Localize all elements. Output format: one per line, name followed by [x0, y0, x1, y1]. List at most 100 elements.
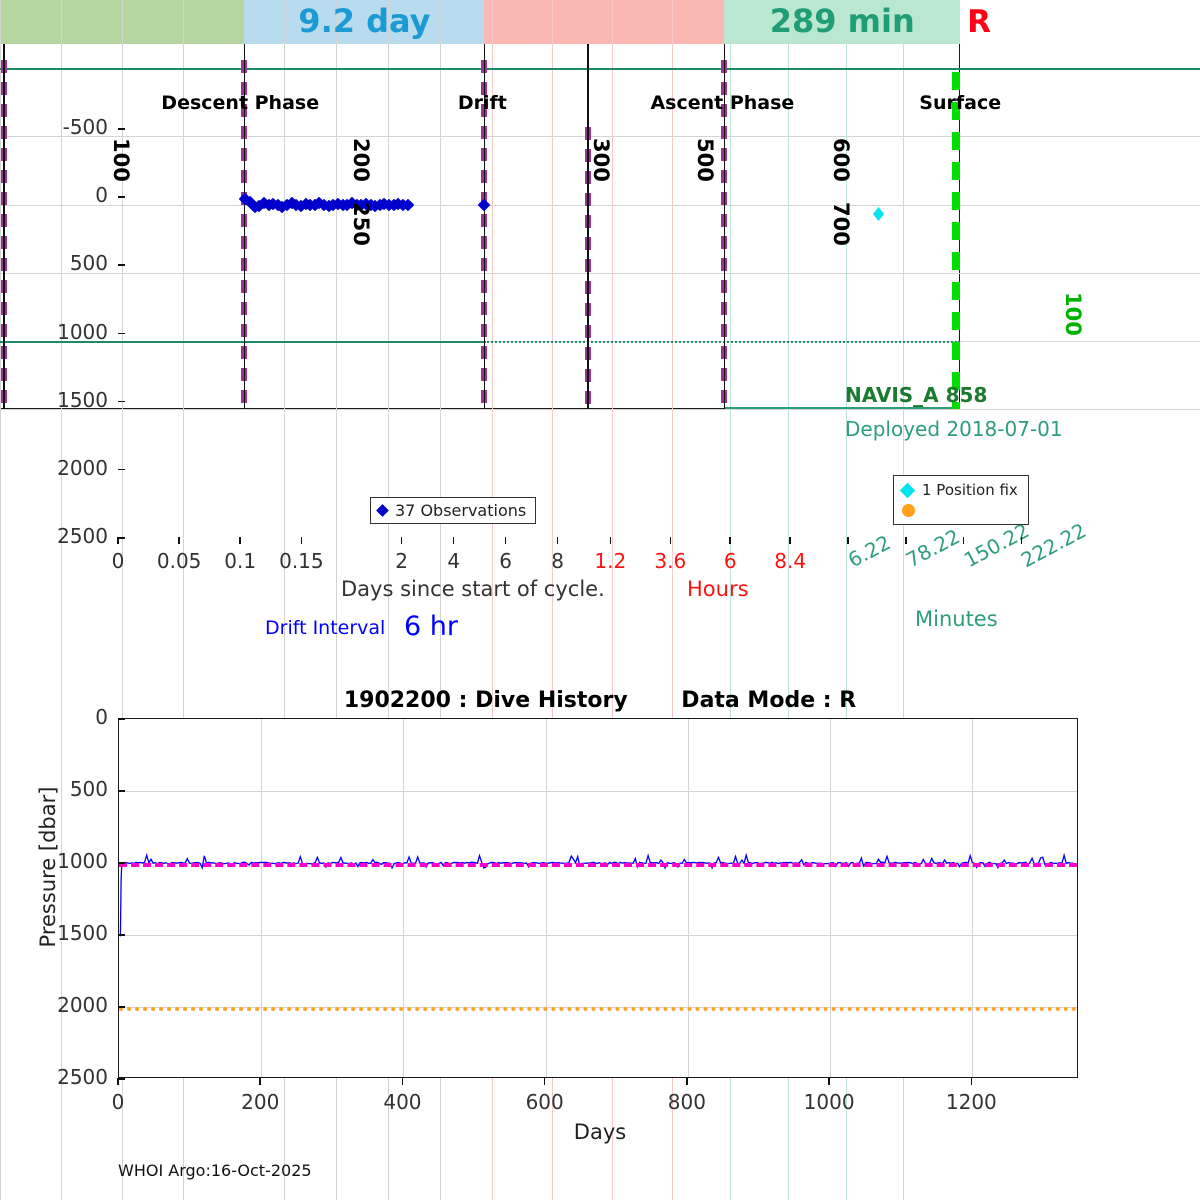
x-tick-label--7: 8 [551, 549, 565, 573]
x-tick-mark-red-0 [609, 537, 612, 544]
x-tick-label--1: 0.05 [156, 549, 202, 573]
gridline-v-day-5 [335, 0, 337, 1200]
gridline-v-min-3 [903, 0, 905, 1200]
gridline-v-day-0 [0, 0, 1, 1200]
dive-history-plot-inner [119, 719, 1077, 1077]
diamond-cyan-icon [899, 482, 916, 498]
x-tick-label--2: 0.1 [224, 549, 257, 573]
dive-x-tick-mark-1000 [828, 1078, 830, 1085]
reference-line-0dbar [0, 68, 1200, 71]
dive-gridline-v-600 [545, 719, 547, 1077]
x-tick-mark--6 [504, 537, 507, 544]
position-fix-marker [873, 207, 884, 221]
observations-legend-label: 37 Observations [395, 501, 527, 520]
x-tick-mark-red-1 [669, 537, 672, 544]
gridline-v-min-1 [787, 0, 789, 1200]
dive-y-tick-mark-1000 [118, 862, 125, 864]
dive-y-tick-label-2500: 2500 [57, 1065, 108, 1089]
y-tick-mark-500 [118, 264, 125, 266]
dive-history-plot [118, 718, 1078, 1078]
x-tick-mark--7 [556, 537, 559, 544]
dive-x-tick-label-400: 400 [383, 1090, 422, 1114]
dive-gridline-v-400 [403, 719, 405, 1077]
dive-x-tick-label-200: 200 [241, 1090, 280, 1114]
x-tick-mark--4 [400, 537, 403, 544]
gridline-v-hour-2 [612, 0, 614, 1200]
x-tick-label--0: 0 [111, 549, 125, 573]
dive-history-trace [119, 852, 1076, 937]
dive-x-tick-label-1000: 1000 [803, 1090, 855, 1114]
dive-x-tick-mark-400 [401, 1078, 404, 1085]
dive-y-tick-mark-500 [118, 790, 125, 792]
event-line-black-2 [483, 44, 486, 409]
gridline-v-hour-1 [552, 0, 554, 1200]
band-value-9-2-day: 9.2 day [298, 2, 431, 40]
dive-y-tick-label-1500: 1500 [57, 921, 108, 945]
gridline-v-day-6 [387, 0, 389, 1200]
dive-x-tick-label-1200: 1200 [945, 1090, 997, 1114]
x-axis-label-days-bottom: Days [573, 1120, 627, 1144]
x-axis-label-minutes: Minutes [915, 607, 998, 631]
observation-point [478, 198, 491, 211]
x-tick-mark-green-1 [905, 537, 907, 544]
dive-gridline-v-200 [261, 719, 263, 1077]
gridline-v-min-2 [845, 0, 847, 1200]
float-deployed-label: Deployed 2018-07-01 [845, 417, 1063, 441]
y-tick-mark--500 [118, 128, 125, 130]
event-line-black-1 [243, 44, 246, 409]
dive-gridline-h-1500 [119, 935, 1077, 936]
gridline-v-hour-3 [672, 0, 674, 1200]
x-tick-label--6: 6 [499, 549, 512, 573]
diamond-blue-icon [376, 504, 389, 517]
y-tick-label-2000: 2000 [57, 455, 108, 480]
band-value-289-min: 289 min [769, 2, 915, 40]
y-tick-mark-2000 [118, 468, 125, 471]
observations-legend: 37 Observations [370, 497, 537, 524]
gridline-v-day-4 [283, 0, 285, 1200]
x-tick-label-red-1: 3.6 [654, 549, 687, 573]
dive-x-tick-mark-0 [117, 1078, 119, 1085]
x-tick-mark--3 [300, 537, 303, 544]
x-tick-label--5: 4 [447, 549, 461, 573]
gridline-v-day-2 [122, 0, 124, 1200]
x-tick-label-red-2: 6 [723, 549, 737, 573]
gridline-v-day-1 [61, 0, 63, 1200]
x-tick-mark-green-2 [962, 537, 965, 544]
phase-header-descent-phase: Descent Phase [161, 92, 320, 114]
dive-y-tick-label-0: 0 [95, 705, 108, 729]
y-tick-mark-1000 [118, 332, 125, 334]
event-code-label-0: 100 [109, 137, 134, 182]
dive-gridline-v-800 [687, 719, 689, 1077]
x-axis-label-hours: Hours [687, 577, 749, 601]
x-tick-mark--2 [239, 537, 241, 544]
dive-history-title: 1902200 : Dive History Data Mode : R [343, 688, 857, 713]
gridline-h-1000 [0, 204, 1200, 206]
y-tick-label-1500: 1500 [57, 387, 108, 412]
y-tick-mark-0 [118, 196, 125, 198]
y-tick-mark-2500 [118, 537, 125, 539]
x-tick-mark--1 [178, 537, 180, 544]
dive-x-tick-mark-800 [686, 1078, 688, 1085]
dive-x-tick-label-0: 0 [111, 1090, 125, 1114]
dive-x-tick-mark-200 [259, 1078, 261, 1085]
dive-gridline-v-1000 [830, 719, 832, 1077]
dive-x-tick-mark-1200 [970, 1078, 973, 1085]
x-tick-mark-red-3 [789, 537, 791, 544]
event-line-black-0 [3, 44, 5, 409]
position-fix-legend-label: 1 Position fix [922, 481, 1018, 499]
x-tick-mark-red-2 [729, 537, 731, 544]
dive-x-tick-label-800: 800 [667, 1090, 706, 1114]
x-tick-mark--0 [117, 537, 119, 544]
position-fix-legend: 1 Position fix [893, 475, 1029, 525]
x-axis-label-days: Days since start of cycle. [341, 577, 605, 601]
event-line-black-3 [587, 44, 589, 409]
dive-y-tick-mark-1500 [118, 934, 125, 936]
y-tick-label-1000: 1000 [57, 319, 108, 344]
event-code-label-1: 200 [349, 137, 374, 182]
dive-y-tick-label-2000: 2000 [57, 993, 108, 1017]
phase-header-ascent-phase: Ascent Phase [650, 92, 795, 114]
y-axis-label-pressure: Pressure [dbar] [36, 786, 60, 948]
drift-interval-label: Drift Interval [265, 617, 386, 639]
